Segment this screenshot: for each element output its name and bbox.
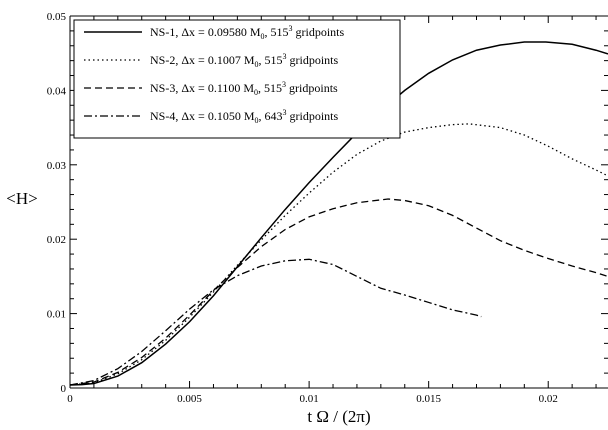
y-tick-label: 0.05 xyxy=(47,11,67,23)
axes-layer: 0 0.005 0.01 0.015 0.02 0 0.01 0.02 0.03 0.04 0.05 xyxy=(47,11,608,405)
x-axis-title: t Ω / (2π) xyxy=(307,407,370,426)
y-tick-label: 0.04 xyxy=(47,85,67,97)
legend-label-3: NS-3, Δx = 0.1100 M0, 5153 gridpoints xyxy=(150,80,338,97)
series-line-1 xyxy=(70,41,608,386)
series-line-4 xyxy=(70,258,482,386)
y-tick-label: 0 xyxy=(61,383,67,395)
y-tick-label: 0.03 xyxy=(47,160,67,172)
x-tick-label: 0.005 xyxy=(177,393,202,405)
y-axis-title: <H> xyxy=(6,189,37,208)
series-line-2 xyxy=(70,123,608,386)
x-tick-label: 0.01 xyxy=(299,393,318,405)
x-tick-label: 0.02 xyxy=(539,393,558,405)
x-tick-label: 0.015 xyxy=(416,393,441,405)
x-tick-label: 0 xyxy=(67,393,73,405)
y-tick-label: 0.02 xyxy=(47,234,66,246)
series-line-3 xyxy=(70,198,608,386)
legend-label-4: NS-4, Δx = 0.1050 M0, 6433 gridpoints xyxy=(150,108,338,125)
legend: NS-1, Δx = 0.09580 M0, 5153 gridpoints NS… xyxy=(73,19,401,139)
legend-label-1: NS-1, Δx = 0.09580 M0, 5153 gridpoints xyxy=(150,24,344,41)
y-tick-label: 0.01 xyxy=(47,309,66,321)
legend-label-2: NS-2, Δx = 0.1007 M0, 5153 gridpoints xyxy=(150,52,338,69)
series-layer xyxy=(70,41,608,386)
legend-box xyxy=(73,19,401,139)
